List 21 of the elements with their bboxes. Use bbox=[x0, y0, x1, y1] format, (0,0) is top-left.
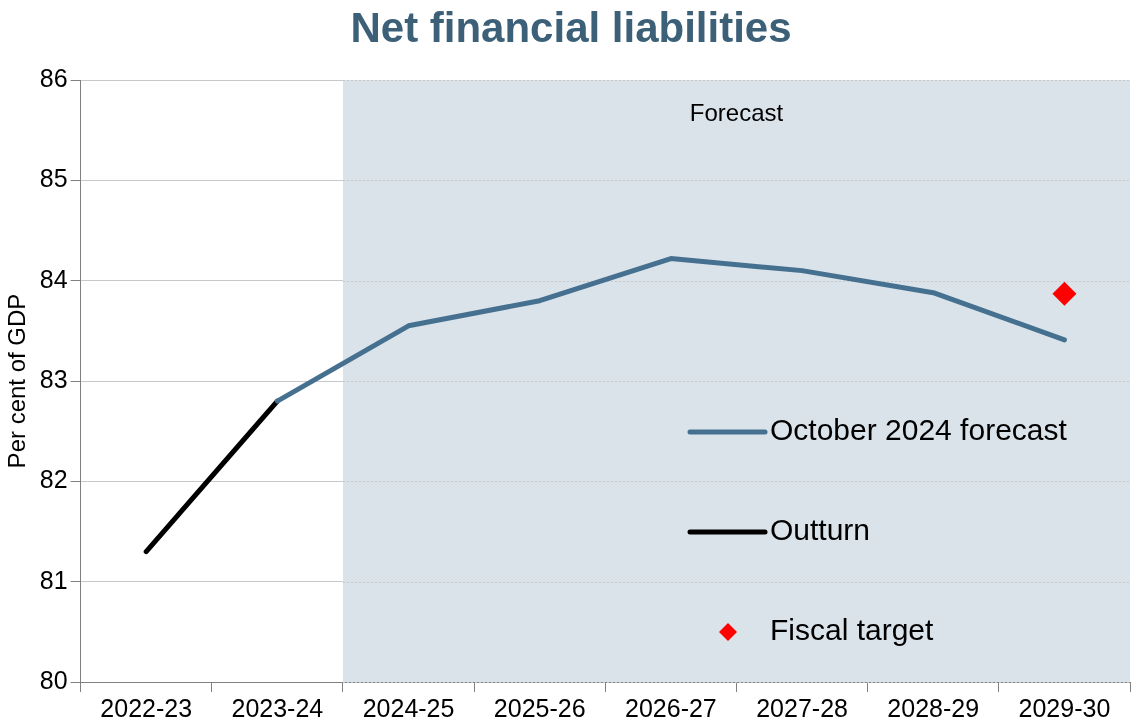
x-tick-label: 2025-26 bbox=[493, 693, 586, 722]
x-tick-label: 2023-24 bbox=[231, 693, 324, 722]
x-tick-label: 2024-25 bbox=[362, 693, 455, 722]
legend-label: October 2024 forecast bbox=[770, 413, 1068, 447]
x-tick-label: 2027-28 bbox=[756, 693, 848, 722]
x-tick-label: 2022-23 bbox=[100, 693, 193, 722]
y-tick-label: 82 bbox=[39, 465, 68, 494]
legend-label: Fiscal target bbox=[770, 613, 935, 647]
y-tick-label: 84 bbox=[39, 264, 68, 293]
legend-label: Outturn bbox=[770, 513, 871, 547]
x-tick-label: 2028-29 bbox=[887, 693, 980, 722]
band-label: Forecast bbox=[689, 98, 784, 126]
y-axis-title: Per cent of GDP bbox=[3, 293, 31, 469]
y-tick-label: 86 bbox=[39, 63, 68, 92]
chart-title: Net financial liabilities bbox=[349, 4, 793, 52]
y-tick-label: 83 bbox=[39, 364, 68, 393]
y-tick-label: 80 bbox=[39, 665, 68, 694]
y-tick-label: 81 bbox=[39, 565, 68, 594]
x-tick-label: 2026-27 bbox=[625, 693, 717, 722]
y-tick-label: 85 bbox=[39, 164, 68, 193]
x-tick-label: 2029-30 bbox=[1018, 693, 1111, 722]
